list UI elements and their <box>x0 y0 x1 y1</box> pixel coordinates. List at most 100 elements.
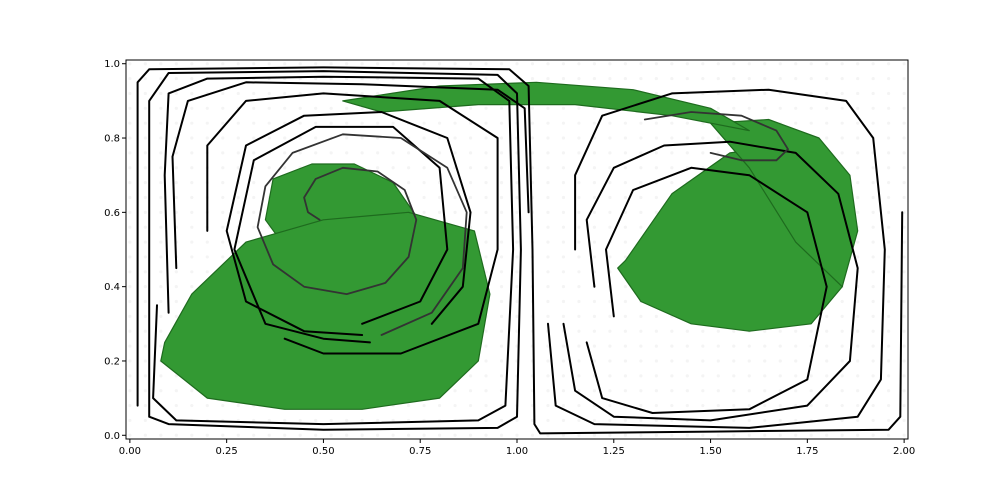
particle-point <box>484 240 488 244</box>
spiral-curve-10 <box>256 133 468 336</box>
particle-point <box>902 210 906 214</box>
particle-point <box>592 389 597 393</box>
particle-point <box>159 151 163 155</box>
particle-point <box>422 195 426 200</box>
particle-point <box>747 389 751 393</box>
particle-point <box>236 403 240 408</box>
particle-point <box>128 433 132 437</box>
particle-point <box>639 374 643 378</box>
particle-point <box>298 151 302 155</box>
particle-point <box>639 389 643 393</box>
particle-point <box>639 225 643 229</box>
particle-point <box>252 62 256 66</box>
particle-point <box>825 62 829 66</box>
particle-point <box>283 121 287 125</box>
y-axis: 0.0 0.2 0.4 0.6 0.8 1.0 <box>104 59 126 442</box>
particle-point <box>205 106 209 110</box>
particle-point <box>856 329 860 333</box>
particle-point <box>190 270 194 274</box>
particle-point <box>484 151 488 155</box>
particle-point <box>314 121 318 125</box>
particle-point <box>763 418 767 423</box>
particle-point <box>670 76 674 81</box>
particle-point <box>267 136 271 140</box>
particle-point <box>174 314 178 318</box>
particle-point <box>329 121 333 125</box>
particle-point <box>360 418 364 423</box>
particle-point <box>143 285 147 289</box>
particle-point <box>298 433 302 437</box>
particle-point <box>747 344 751 348</box>
particle-point <box>190 225 194 229</box>
particle-point <box>840 329 844 333</box>
particle-point <box>871 285 875 289</box>
particle-point <box>546 240 550 244</box>
particle-point <box>840 76 844 81</box>
particle-point <box>794 418 798 423</box>
particle-point <box>484 166 488 170</box>
particle-point <box>329 418 333 423</box>
x-tick-label: 1.00 <box>506 446 528 457</box>
boundary-curve-6 <box>233 125 449 344</box>
particle-point <box>128 374 132 378</box>
particle-point <box>639 329 643 333</box>
particle-point <box>577 389 581 393</box>
particle-point <box>453 403 457 408</box>
particle-point <box>670 329 674 333</box>
particle-point <box>515 195 519 200</box>
particle-point <box>887 299 891 304</box>
particle-point <box>546 418 550 423</box>
x-tick-label: 0.00 <box>119 446 141 457</box>
particle-point <box>407 62 411 66</box>
boundary-curve-9 <box>547 88 886 429</box>
particle-point <box>825 389 829 393</box>
particle-point <box>283 136 287 140</box>
particle-point <box>856 166 860 170</box>
particle-point <box>701 136 705 140</box>
particle-point <box>252 210 256 214</box>
particle-point <box>654 121 658 125</box>
particle-point <box>143 210 147 214</box>
particle-point <box>484 255 488 259</box>
particle-point <box>267 121 271 125</box>
particle-point <box>499 285 504 289</box>
particle-point <box>887 329 891 333</box>
particle-point <box>128 314 132 318</box>
particle-point <box>499 136 504 140</box>
particle-point <box>298 136 302 140</box>
particle-point <box>592 210 597 214</box>
particle-point <box>871 121 875 125</box>
particle-point <box>887 166 891 170</box>
particle-point <box>840 433 844 437</box>
particle-point <box>592 329 597 333</box>
particle-point <box>283 418 287 423</box>
particle-point <box>236 195 240 200</box>
particle-point <box>484 210 488 214</box>
particle-point <box>840 418 844 423</box>
particle-point <box>190 181 194 185</box>
particle-point <box>468 106 473 110</box>
particle-point <box>221 121 225 125</box>
particle-point <box>174 374 178 378</box>
particle-point <box>190 166 194 170</box>
particle-point <box>159 329 163 333</box>
particle-point <box>468 433 473 437</box>
particle-point <box>701 403 705 408</box>
particle-point <box>639 210 643 214</box>
particle-point <box>592 151 597 155</box>
particle-point <box>701 62 705 66</box>
particle-point <box>608 433 612 437</box>
particle-point <box>484 195 488 200</box>
particle-point <box>561 240 566 244</box>
particle-point <box>314 106 318 110</box>
particle-point <box>546 270 550 274</box>
particle-point <box>608 166 612 170</box>
particle-point <box>484 106 488 110</box>
particle-point <box>376 418 380 423</box>
particle-point <box>267 62 271 66</box>
particle-point <box>391 433 395 437</box>
particle-point <box>546 389 550 393</box>
particle-point <box>623 374 627 378</box>
particle-point <box>407 403 411 408</box>
particle-point <box>809 76 813 81</box>
